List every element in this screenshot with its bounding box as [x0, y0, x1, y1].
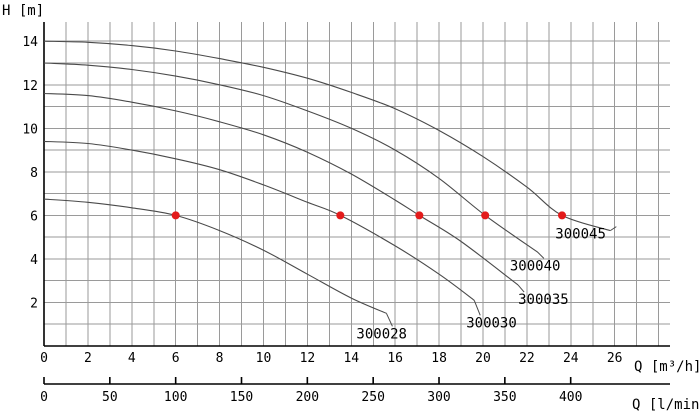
- x-tick-label: 24: [563, 351, 579, 366]
- y-tick-labels: 2 4 6 8 10 12 14: [22, 35, 38, 311]
- x2-tick-label: 300: [427, 390, 450, 405]
- y-tick-label: 4: [30, 253, 38, 268]
- x2-tick-label: 100: [164, 390, 187, 405]
- curve-label-300030: 300030: [466, 315, 517, 331]
- leader-300035: [517, 284, 525, 293]
- y-tick-label: 12: [22, 79, 38, 94]
- y-tick-label: 14: [22, 35, 38, 50]
- x2-tick-label: 0: [40, 390, 48, 405]
- duty-point-markers: [171, 211, 567, 220]
- x2-tick-label: 400: [559, 390, 582, 405]
- duty-point-300030: [336, 211, 345, 220]
- curve-label-300045: 300045: [555, 227, 606, 243]
- leader-300028: [385, 313, 393, 327]
- x2-tick-label: 350: [493, 390, 516, 405]
- y-tick-label: 8: [30, 166, 38, 181]
- duty-point-300035: [415, 211, 424, 220]
- x-tick-label: 22: [519, 351, 535, 366]
- curve-300040: [43, 62, 539, 253]
- y-tick-label: 2: [30, 296, 38, 311]
- x-tick-label: 18: [431, 351, 447, 366]
- leader-300030: [473, 300, 481, 316]
- curve-300045: [43, 40, 611, 232]
- axes: [43, 22, 670, 385]
- x-tick-label: 4: [128, 351, 136, 366]
- duty-point-300045: [558, 211, 567, 220]
- curve-label-300040: 300040: [510, 258, 561, 274]
- x-tick-label: 26: [607, 351, 623, 366]
- curve-300035: [43, 92, 519, 286]
- x-tick-label: 14: [343, 351, 359, 366]
- x-tick-labels: 0 2 4 6 8 10 12 14 16 18 20 22 24 26: [40, 351, 622, 366]
- x-tick-label: 20: [475, 351, 491, 366]
- pump-curves: [43, 40, 611, 314]
- curve-300030: [43, 140, 475, 301]
- leader-300040: [537, 252, 545, 259]
- curve-300028: [43, 198, 387, 314]
- leader-300045: [610, 226, 617, 232]
- curve-label-300035: 300035: [518, 292, 569, 308]
- y-axis-title: H [m]: [2, 3, 44, 19]
- duty-point-300028: [171, 211, 180, 220]
- x-axis-title: Q [m³/h]: [634, 359, 700, 375]
- x-tick-label: 16: [387, 351, 403, 366]
- x2-tick-labels: 0 50 100 150 200 250 300 350 400: [40, 377, 582, 405]
- x2-tick-label: 150: [230, 390, 253, 405]
- x-tick-label: 12: [300, 351, 316, 366]
- curve-label-300028: 300028: [356, 326, 407, 342]
- duty-point-300040: [481, 211, 490, 220]
- y-tick-label: 6: [30, 209, 38, 224]
- x-tick-label: 8: [216, 351, 224, 366]
- x2-axis-title: Q [l/min]: [632, 397, 700, 413]
- x-tick-label: 6: [172, 351, 180, 366]
- x-tick-label: 0: [40, 351, 48, 366]
- x2-tick-label: 250: [361, 390, 384, 405]
- y-tick-label: 10: [22, 122, 38, 137]
- x2-tick-label: 200: [296, 390, 319, 405]
- x2-tick-label: 50: [102, 390, 118, 405]
- x-tick-label: 2: [84, 351, 92, 366]
- x-tick-label: 10: [256, 351, 272, 366]
